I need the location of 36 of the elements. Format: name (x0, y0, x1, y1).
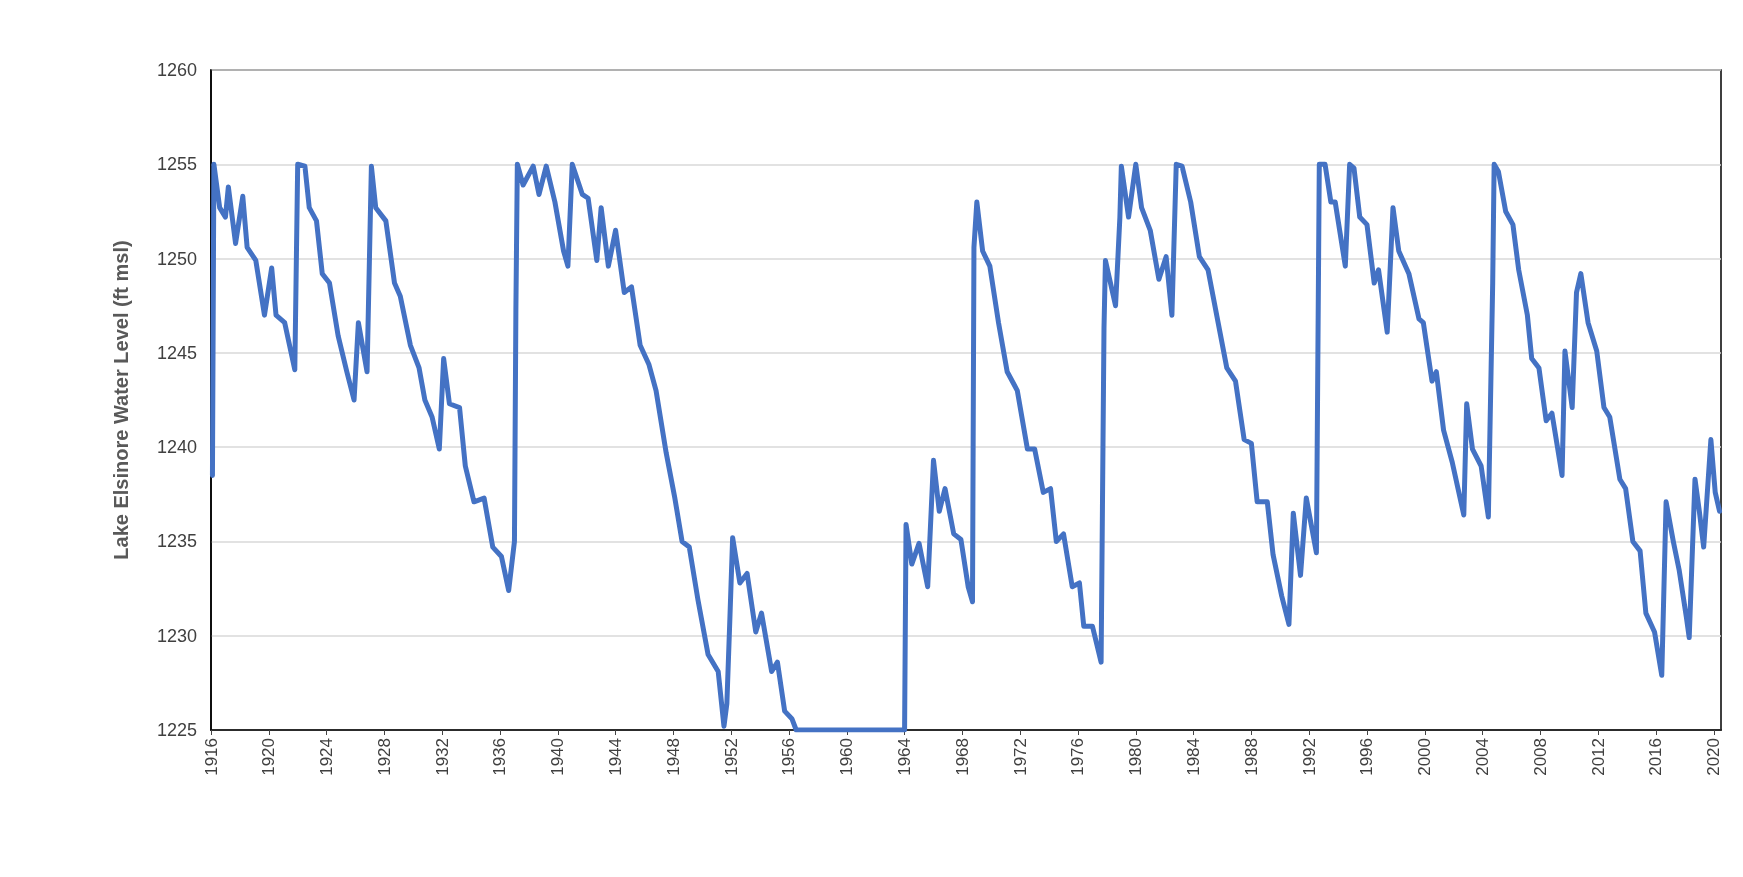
x-tick-label: 1980 (1126, 738, 1146, 776)
y-axis-title: Lake Elsinore Water Level (ft msl) (110, 240, 132, 560)
y-tick-label: 1235 (156, 531, 197, 552)
y-tick-label: 1245 (156, 342, 197, 363)
x-tick-label: 1960 (837, 738, 857, 776)
y-tick-label: 1230 (156, 625, 197, 646)
x-tick-label: 1928 (374, 738, 394, 776)
y-tick-label: 1225 (156, 720, 197, 740)
x-tick-label: 1936 (490, 738, 510, 776)
x-tick-label: 1932 (432, 738, 452, 776)
x-tick-label: 1940 (548, 738, 568, 776)
x-tick-label: 2000 (1415, 738, 1435, 776)
x-tick-label: 1948 (663, 738, 683, 776)
x-tick-label: 1992 (1299, 738, 1319, 776)
x-tick-label: 1968 (952, 738, 972, 776)
x-tick-label: 1988 (1241, 738, 1261, 776)
x-tick-label: 2016 (1646, 738, 1666, 776)
x-tick-label: 1924 (317, 738, 337, 776)
x-tick-label: 1944 (606, 738, 626, 776)
x-tick-label: 1920 (259, 738, 279, 776)
x-tick-label: 2004 (1473, 738, 1493, 776)
x-tick-label: 1996 (1357, 738, 1377, 776)
y-tick-label: 1250 (156, 248, 197, 269)
y-tick-label: 1255 (156, 154, 197, 175)
x-tick-label: 1972 (1010, 738, 1030, 776)
y-tick-label: 1260 (156, 60, 197, 80)
x-tick-label: 2008 (1530, 738, 1550, 776)
x-tick-label: 1916 (201, 738, 221, 776)
x-tick-label: 2012 (1588, 738, 1608, 776)
x-tick-label: 1984 (1184, 738, 1204, 776)
x-tick-label: 1952 (721, 738, 741, 776)
y-tick-label: 1240 (156, 437, 197, 458)
x-tick-label: 1964 (895, 738, 915, 776)
x-tick-label: 1956 (779, 738, 799, 776)
x-tick-label: 1976 (1068, 738, 1088, 776)
x-tick-label: 2020 (1704, 738, 1724, 776)
